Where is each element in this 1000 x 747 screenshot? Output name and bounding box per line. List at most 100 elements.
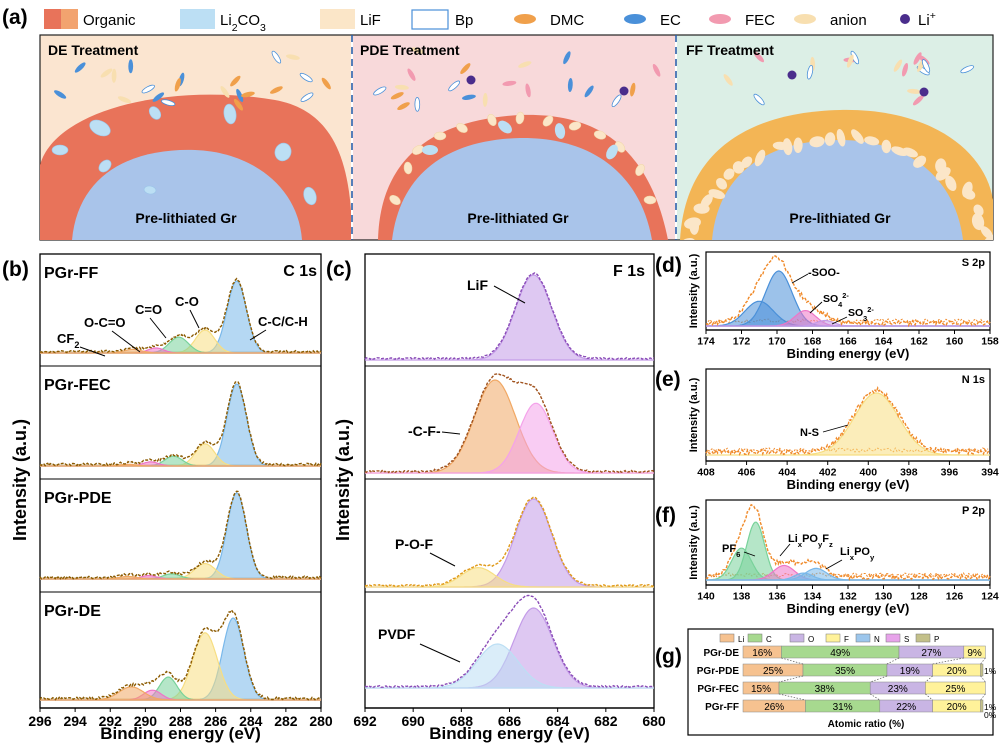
x-tick-label: 292 <box>99 713 123 729</box>
solvent-molecule <box>414 96 421 112</box>
solvent-molecule <box>152 92 165 102</box>
lif-particle <box>542 115 554 127</box>
legend-label-p: P <box>934 635 939 644</box>
connector-line <box>778 675 804 683</box>
solvent-molecule <box>846 54 854 68</box>
bar-category-label: PGr-PDE <box>697 666 740 677</box>
lif-particle <box>412 145 424 155</box>
raw-spectrum-envelope <box>39 381 322 467</box>
lif-particle <box>851 129 864 144</box>
li2co3-particle <box>303 186 317 206</box>
solvent-molecule <box>271 50 282 64</box>
x-tick-label: 168 <box>804 336 822 348</box>
lif-particle <box>643 195 657 205</box>
bar-category-label: PGr-FF <box>705 702 739 713</box>
peak-fit <box>40 676 321 701</box>
solvent-molecule <box>563 51 571 65</box>
bar-value-label: 26% <box>764 702 784 713</box>
bar-value-label: 9% <box>967 648 982 659</box>
solvent-molecule <box>117 96 132 104</box>
legend-label-li: Li <box>738 635 744 644</box>
annotation-cf2: CF2 <box>57 331 79 350</box>
x-tick-label: 288 <box>169 713 193 729</box>
solvent-molecule <box>220 86 230 98</box>
annotation-cc: C-C/C-H <box>258 314 308 329</box>
legend-organic: Organic <box>83 12 136 29</box>
text-part: Li <box>220 12 232 29</box>
li2co3-particle <box>51 144 69 156</box>
lif-particle <box>881 139 892 154</box>
x-tick-label: 164 <box>875 336 893 348</box>
legend-swatch-li <box>719 633 735 643</box>
solvent-molecule <box>502 80 517 86</box>
text-part: Li <box>788 533 798 545</box>
bar-segment-f <box>925 681 986 695</box>
lif-particle <box>716 177 728 190</box>
legend-label-n: N <box>874 635 880 644</box>
legend-label-f: F <box>844 635 849 644</box>
x-tick-label: 282 <box>274 713 298 729</box>
lif-particle <box>741 156 753 168</box>
panel-label-d: (d) <box>655 254 682 277</box>
legend-swatch-c <box>747 633 763 643</box>
solvent-molecule <box>54 90 67 99</box>
annotation-lif: LiF <box>467 277 488 293</box>
bar-value-label: 31% <box>833 702 853 713</box>
text-part: CO <box>238 12 261 29</box>
x-tick-label: 680 <box>642 713 666 729</box>
y-axis-title-c: Intensity (a.u.) <box>333 419 353 541</box>
annotation-cf: -C-F- <box>408 423 441 439</box>
text-part: 2- <box>842 291 849 300</box>
bar-segment-p <box>980 663 984 677</box>
solvent-molecule <box>373 86 387 96</box>
legend-label-c: C <box>766 635 772 644</box>
solvent-molecule <box>518 61 532 68</box>
solvent-molecule <box>321 77 331 90</box>
solvent-molecule <box>128 59 134 74</box>
lif-particle <box>593 130 607 140</box>
text-part: Li <box>840 546 850 558</box>
x-axis-title-c: Binding energy (eV) <box>429 724 590 743</box>
x-tick-label: 140 <box>697 591 715 603</box>
graphite-label-pde: Pre-lithiated Gr <box>467 210 569 226</box>
graphite-pde <box>392 137 652 240</box>
x-axis-title-g: Atomic ratio (%) <box>828 719 905 730</box>
bar-value-label: 20% <box>947 666 967 677</box>
connector-line <box>781 657 804 665</box>
lif-particle <box>836 128 846 147</box>
li2co3-particle <box>148 106 162 120</box>
annotation-so4: SO42- <box>823 291 849 309</box>
lif-particle <box>700 194 713 209</box>
text-part: z <box>829 540 833 549</box>
lif-particle <box>962 189 976 200</box>
legend-swatch-li <box>900 14 910 24</box>
annotation-arrow <box>493 285 526 304</box>
x-axis-title: Binding energy (eV) <box>787 346 910 361</box>
annotation-arrow <box>825 559 843 570</box>
x-tick-label: 284 <box>239 713 263 729</box>
solvent-molecule <box>411 47 425 54</box>
legend-li: Li+ <box>918 10 936 29</box>
li2co3-particle <box>422 145 438 155</box>
li2co3-particle <box>98 159 112 173</box>
solvent-molecule <box>230 75 241 87</box>
annotation-pof: P-O-F <box>395 536 434 552</box>
spectrum-title-f1s: F 1s <box>613 263 645 280</box>
x-tick-label: 160 <box>946 336 964 348</box>
x-tick-label: 132 <box>839 591 857 603</box>
x-tick-label: 124 <box>981 591 999 603</box>
bar-value-label: 38% <box>815 684 835 695</box>
connector-line <box>980 675 986 683</box>
stack-label: PGr-FF <box>44 265 98 282</box>
x-tick-label: 406 <box>738 467 756 479</box>
text-part: Li <box>918 12 930 29</box>
bar-value-label: 35% <box>835 666 855 677</box>
legend-swatch-ec <box>624 14 646 24</box>
text-part: 3 <box>260 22 266 34</box>
li-ion <box>787 70 797 80</box>
annotation-pf6: PF6 <box>722 543 740 559</box>
annotation-arrow <box>79 346 106 357</box>
bar-value-label: 15% <box>751 684 771 695</box>
solvent-molecule <box>611 94 622 108</box>
x-tick-label: 128 <box>910 591 928 603</box>
